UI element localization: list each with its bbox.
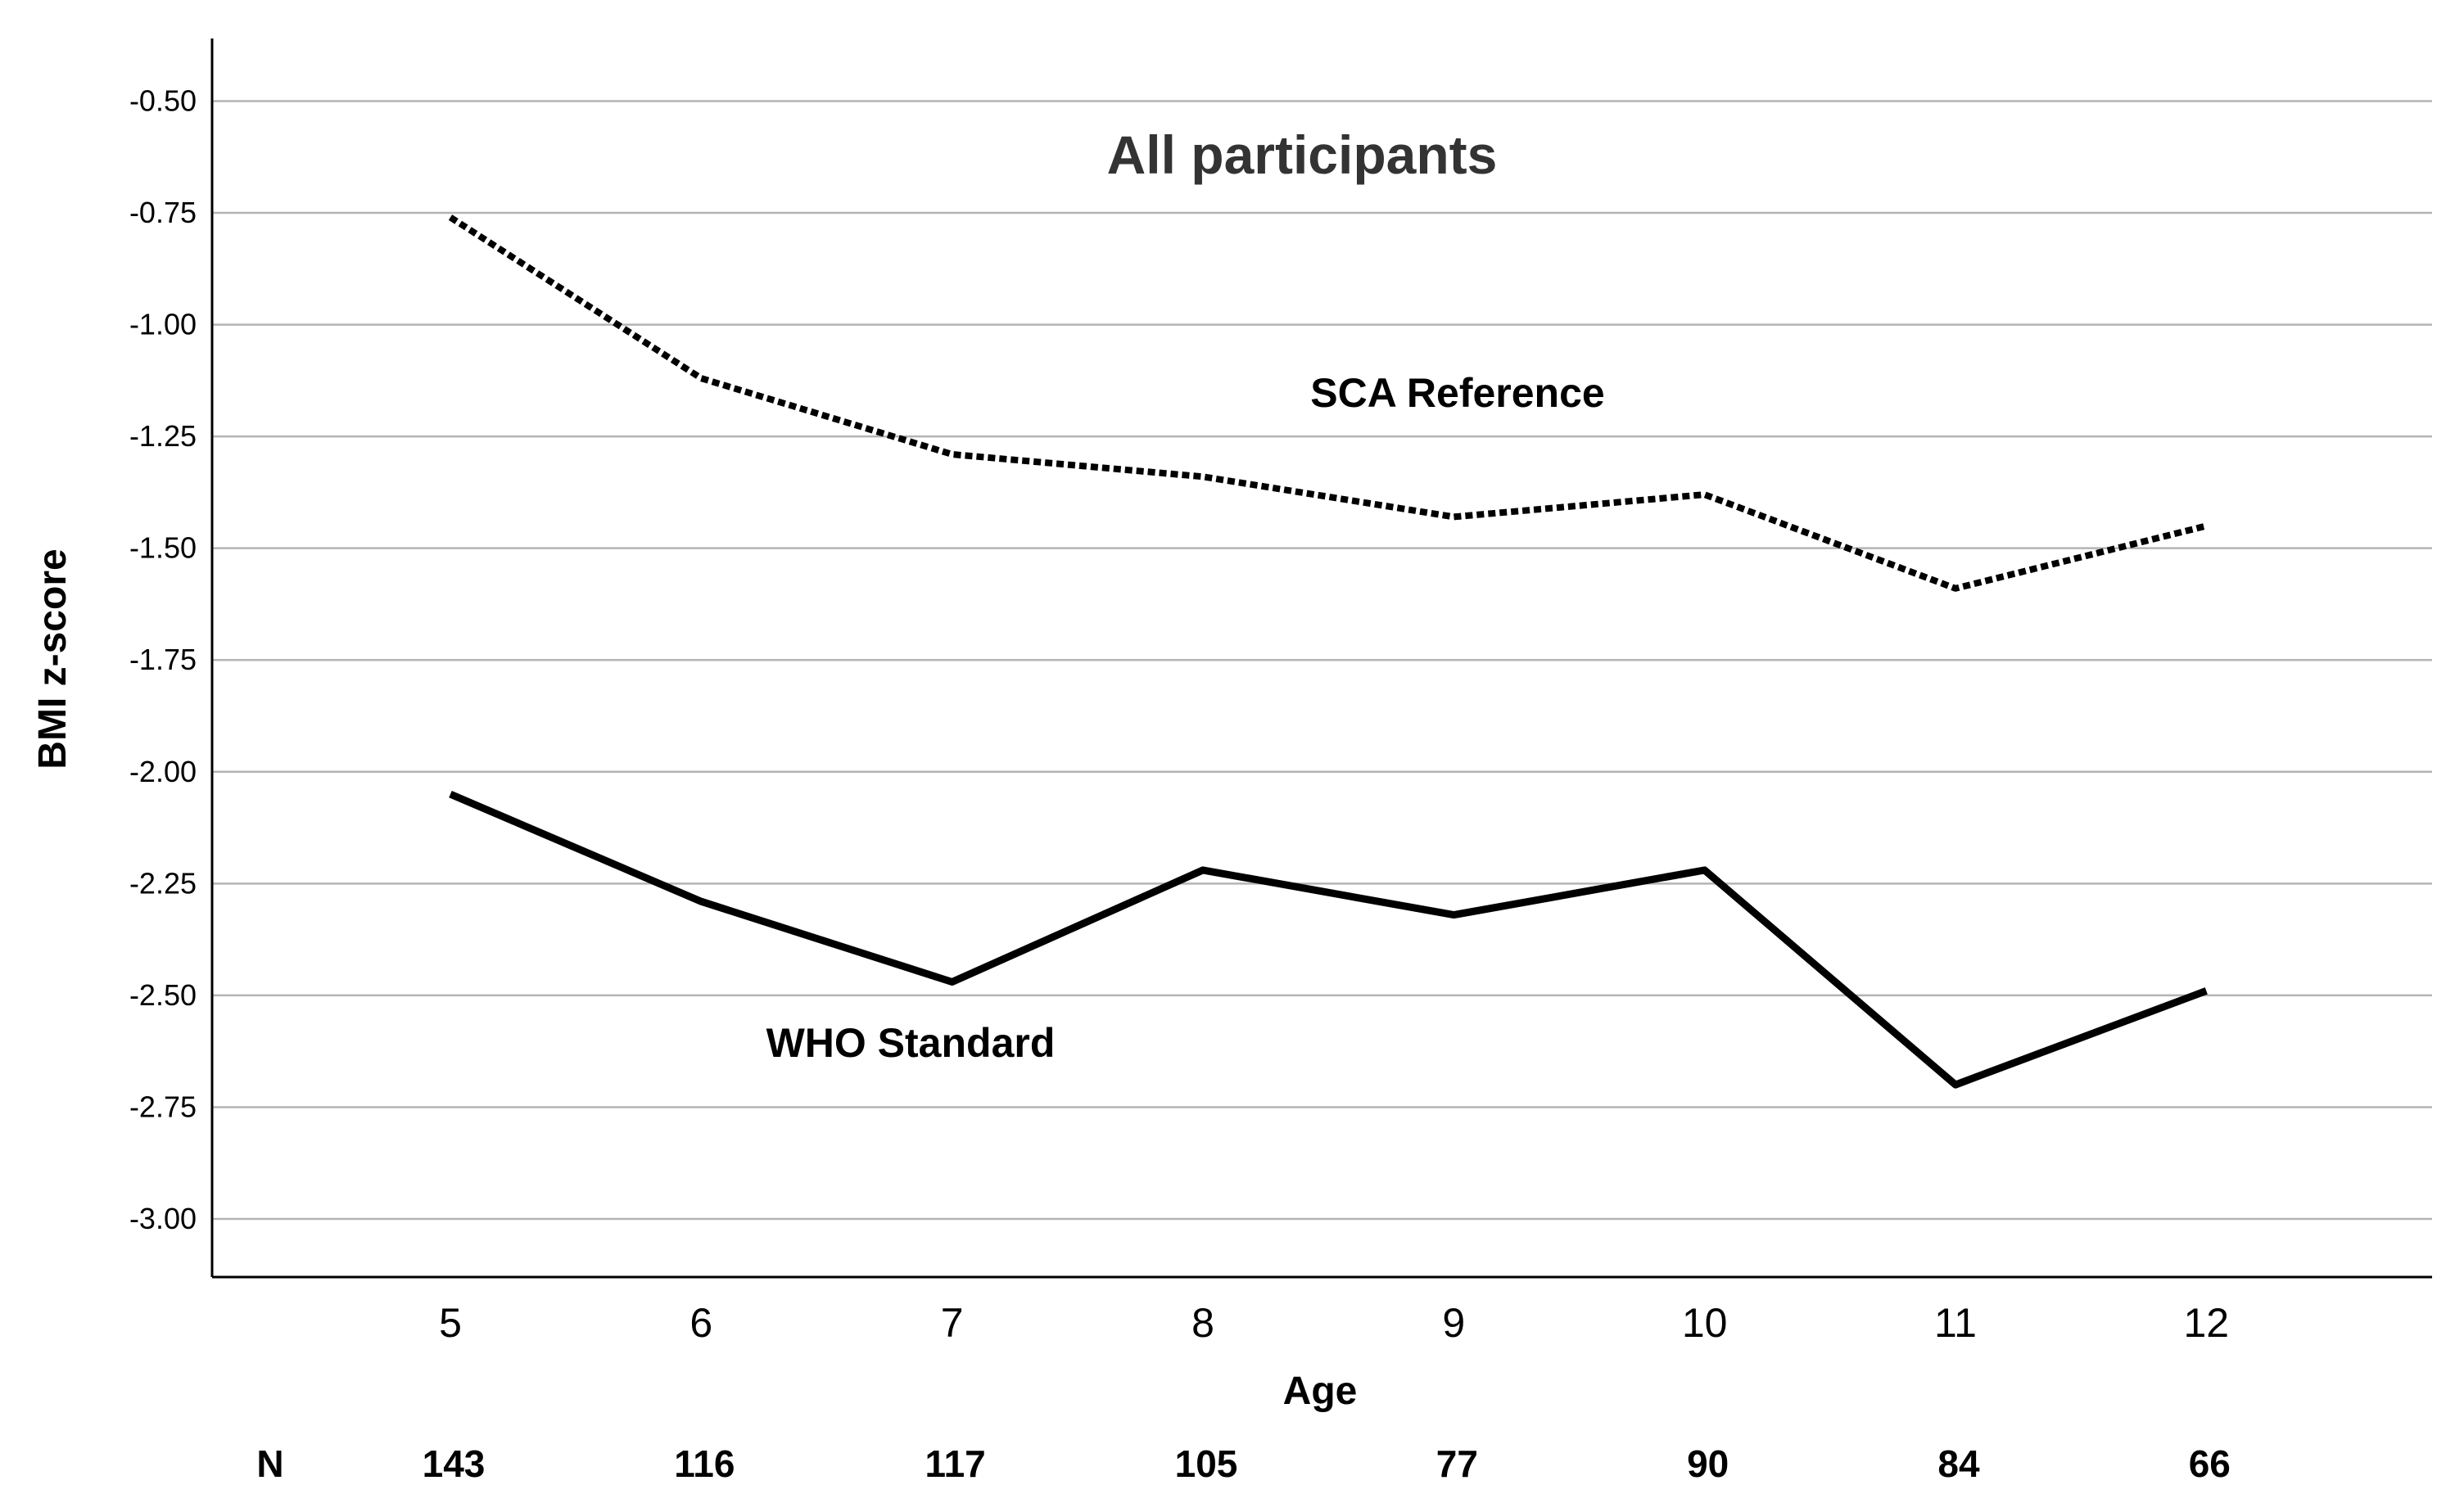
n-value: 77 [1436, 1442, 1478, 1485]
y-tick-label: -2.50 [129, 978, 197, 1012]
n-value: 117 [925, 1442, 986, 1485]
axis-layer [210, 38, 2432, 1279]
y-tick-label: -0.50 [129, 83, 197, 117]
y-tick-label: -2.75 [129, 1090, 197, 1123]
chart-title: All participants [1107, 124, 1498, 185]
x-tick-label: 7 [941, 1300, 964, 1346]
n-value: 116 [674, 1442, 735, 1485]
y-axis-title: BMI z-score [31, 548, 75, 769]
series-layer [448, 214, 2208, 1089]
x-axis-title: Age [1283, 1370, 1358, 1413]
n-value: 105 [1175, 1442, 1238, 1485]
y-tick-labels: -0.50 -0.75 -1.00 -1.25 -1.50 -1.75 -2.00 -2.25… [129, 83, 197, 1235]
grid-layer [212, 100, 2432, 1221]
x-tick-label: 9 [1442, 1300, 1465, 1346]
n-value: 84 [1937, 1442, 1980, 1485]
n-value: 90 [1687, 1442, 1729, 1485]
series-line-who-standard [449, 790, 2208, 1089]
x-tick-label: 11 [1934, 1300, 1977, 1346]
y-tick-label: -3.00 [129, 1202, 197, 1235]
y-tick-label: -2.00 [129, 755, 197, 788]
series-label-sca-reference: SCA Reference [1310, 370, 1604, 416]
n-label: N [256, 1442, 283, 1485]
y-tick-label: -1.00 [129, 308, 197, 341]
y-tick-label: -1.50 [129, 531, 197, 565]
x-tick-label: 6 [689, 1300, 712, 1346]
series-label-who-standard: WHO Standard [766, 1020, 1056, 1066]
n-values: 143 116 117 105 77 90 84 66 [423, 1442, 2231, 1485]
y-tick-label: -0.75 [129, 196, 197, 229]
x-tick-label: 10 [1682, 1300, 1728, 1346]
y-tick-label: -1.75 [129, 643, 197, 676]
y-tick-label: -1.25 [129, 419, 197, 453]
series-line-sca-reference [448, 214, 2208, 592]
y-tick-label: -2.25 [129, 866, 197, 900]
data-point [1704, 494, 1705, 495]
n-value: 66 [2189, 1442, 2231, 1485]
x-tick-label: 8 [1191, 1300, 1214, 1346]
data-point [1202, 476, 1203, 477]
x-tick-labels: 5 6 7 8 9 10 11 12 [439, 1300, 2229, 1346]
x-tick-label: 12 [2183, 1300, 2229, 1346]
x-tick-label: 5 [439, 1300, 462, 1346]
n-value: 143 [423, 1442, 486, 1485]
